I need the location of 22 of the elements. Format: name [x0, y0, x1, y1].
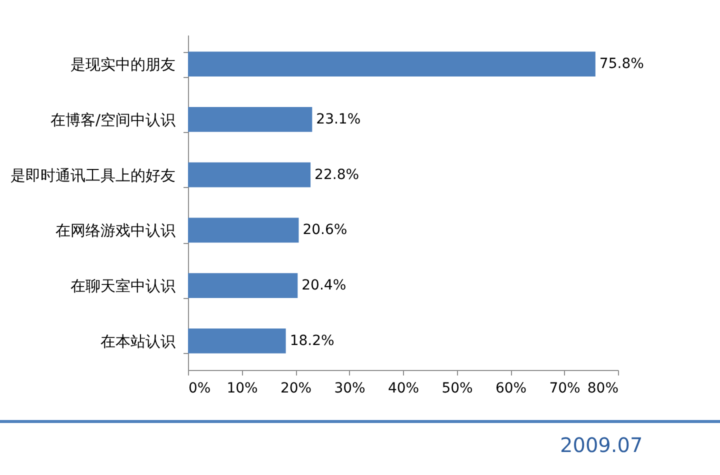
- y-tick-label: 在博客/空间中认识: [50, 110, 176, 129]
- x-tick-label: 0%: [188, 380, 211, 396]
- data-label: 18.2%: [290, 332, 334, 349]
- x-tick-label: 40%: [388, 380, 420, 396]
- x-tick-label: 50%: [442, 380, 473, 396]
- x-tick-label: 70%: [549, 380, 580, 396]
- y-tick-label: 在本站认识: [100, 332, 176, 350]
- x-tick-label: 80%: [587, 380, 618, 396]
- data-label: 23.1%: [316, 111, 361, 128]
- y-tick-label: 是即时通讯工具上的好友: [10, 166, 176, 184]
- x-tick-label: 10%: [226, 380, 258, 396]
- y-tick-label: 在聊天室中认识: [70, 277, 176, 296]
- x-tick-label: 30%: [334, 380, 366, 396]
- data-label: 20.4%: [302, 278, 346, 294]
- x-tick-label: 20%: [280, 380, 312, 396]
- y-tick-label: 是现实中的朋友: [70, 56, 176, 74]
- data-label: 20.6%: [302, 222, 348, 238]
- x-tick-label: 60%: [495, 380, 527, 396]
- text: 2009.07: [560, 433, 643, 457]
- y-tick-label: 在网络游戏中认识: [56, 222, 176, 240]
- data-label: 75.8%: [599, 56, 644, 72]
- data-label: 22.8%: [314, 166, 360, 183]
